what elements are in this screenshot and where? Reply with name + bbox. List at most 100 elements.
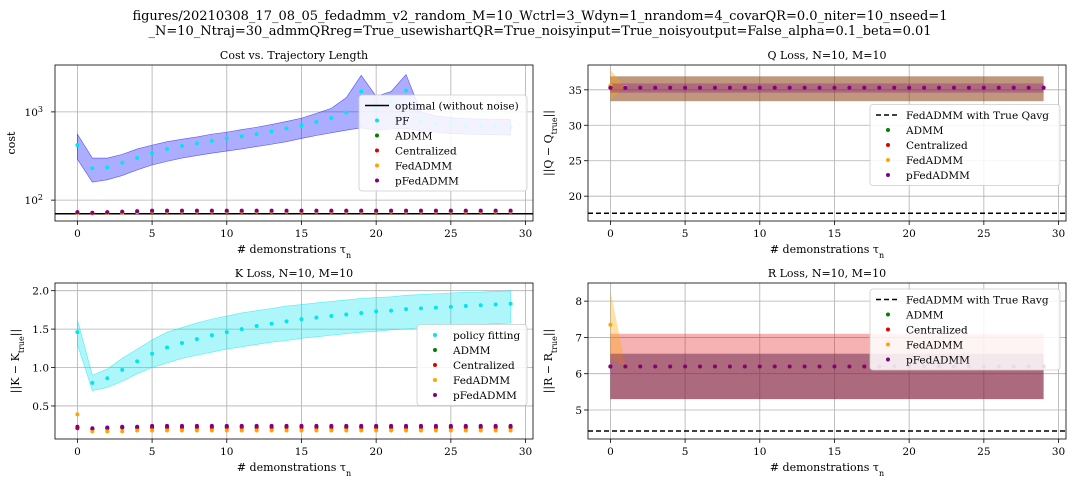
legend: optimal (without noise) PF ADMM Centralized… — [358, 94, 528, 192]
data-point — [448, 423, 453, 428]
data-point — [653, 85, 658, 90]
y-axis-label: ||K − Ktrue|| — [9, 329, 26, 393]
data-point — [877, 85, 882, 90]
data-point — [344, 110, 349, 115]
data-point — [638, 364, 643, 369]
legend-label: optimal (without noise) — [395, 101, 519, 113]
data-point — [418, 208, 423, 213]
legend-box — [416, 324, 528, 406]
data-point — [817, 364, 822, 369]
legend-dot-swatch — [433, 363, 437, 367]
legend-label: Centralized — [453, 360, 515, 372]
data-point — [892, 85, 897, 90]
data-point — [787, 364, 792, 369]
data-point — [463, 423, 468, 428]
data-point — [179, 428, 184, 433]
x-axis-label-sub: n — [879, 251, 884, 260]
x-tick-label: 5 — [149, 446, 156, 458]
data-point — [1026, 85, 1031, 90]
data-point — [463, 428, 468, 433]
data-point — [150, 151, 155, 156]
data-point — [135, 428, 140, 433]
y-tick-label: 7 — [575, 332, 582, 344]
panel-title: K Loss, N=10, M=10 — [235, 267, 353, 280]
band-fedadmm — [610, 69, 626, 100]
data-point — [329, 208, 334, 213]
data-point — [135, 156, 140, 161]
data-point — [404, 88, 409, 93]
legend-dot-swatch — [433, 348, 437, 352]
data-point — [493, 208, 498, 213]
x-tick-label: 15 — [828, 228, 841, 240]
y-tick-label: 6 — [575, 369, 582, 381]
data-point — [120, 429, 125, 434]
data-point — [463, 208, 468, 213]
data-point — [802, 85, 807, 90]
legend-label: PF — [395, 116, 409, 128]
data-point — [314, 208, 319, 213]
x-axis-label-main: # demonstrations τ — [770, 461, 879, 474]
data-point — [284, 126, 289, 131]
data-point — [299, 428, 304, 433]
data-point — [404, 428, 409, 433]
data-point — [179, 208, 184, 213]
x-tick-label: 10 — [220, 446, 233, 458]
data-point — [712, 364, 717, 369]
data-point — [966, 85, 971, 90]
data-point — [165, 146, 170, 151]
x-tick-label: 25 — [444, 228, 457, 240]
data-point — [194, 337, 199, 342]
data-point — [239, 208, 244, 213]
y-axis-label-sub: true — [550, 336, 559, 353]
data-point — [90, 426, 95, 431]
y-tick-label: 1.0 — [32, 363, 49, 375]
x-tick-label: 20 — [369, 446, 382, 458]
x-tick-label: 0 — [607, 228, 614, 240]
x-tick-label: 20 — [369, 228, 382, 240]
data-point — [105, 210, 110, 215]
data-point — [508, 301, 513, 306]
data-point — [120, 160, 125, 165]
data-point — [478, 428, 483, 433]
legend-box — [869, 288, 1061, 371]
data-point — [344, 423, 349, 428]
data-point — [209, 333, 214, 338]
data-point — [165, 428, 170, 433]
data-point — [359, 89, 364, 94]
data-point — [418, 428, 423, 433]
data-point — [120, 367, 125, 372]
data-point — [638, 85, 643, 90]
data-point — [907, 85, 912, 90]
y-tick-label: 8 — [575, 296, 582, 308]
data-point — [224, 428, 229, 433]
legend-label: pFedADMM — [906, 170, 970, 182]
data-point — [314, 119, 319, 124]
x-tick-label: 10 — [753, 446, 766, 458]
x-tick-label: 30 — [519, 228, 532, 240]
data-point — [862, 85, 867, 90]
legend-label: pFedADMM — [453, 390, 517, 402]
data-point — [239, 423, 244, 428]
band-admm — [610, 76, 1044, 102]
x-tick-label: 5 — [682, 228, 689, 240]
legend-label: FedADMM — [453, 375, 510, 387]
band-fedadmm — [610, 290, 626, 368]
data-point — [1011, 85, 1016, 90]
data-point — [727, 85, 732, 90]
data-point — [772, 364, 777, 369]
legend-dot-swatch — [886, 312, 890, 317]
data-point — [389, 428, 394, 433]
data-point — [105, 376, 110, 381]
x-tick-label: 25 — [977, 446, 990, 458]
data-point — [299, 317, 304, 322]
data-point — [135, 359, 140, 364]
legend-label: FedADMM — [906, 155, 963, 167]
data-point — [787, 85, 792, 90]
panel-r-loss: 0 5 10 15 20 25 30 5 6 7 8 R Loss, N=10, M=10 # demo… — [542, 267, 1067, 478]
data-point — [623, 364, 628, 369]
legend-dot-swatch — [886, 143, 890, 147]
data-point — [344, 312, 349, 317]
data-point — [194, 141, 199, 146]
data-point — [493, 428, 498, 433]
